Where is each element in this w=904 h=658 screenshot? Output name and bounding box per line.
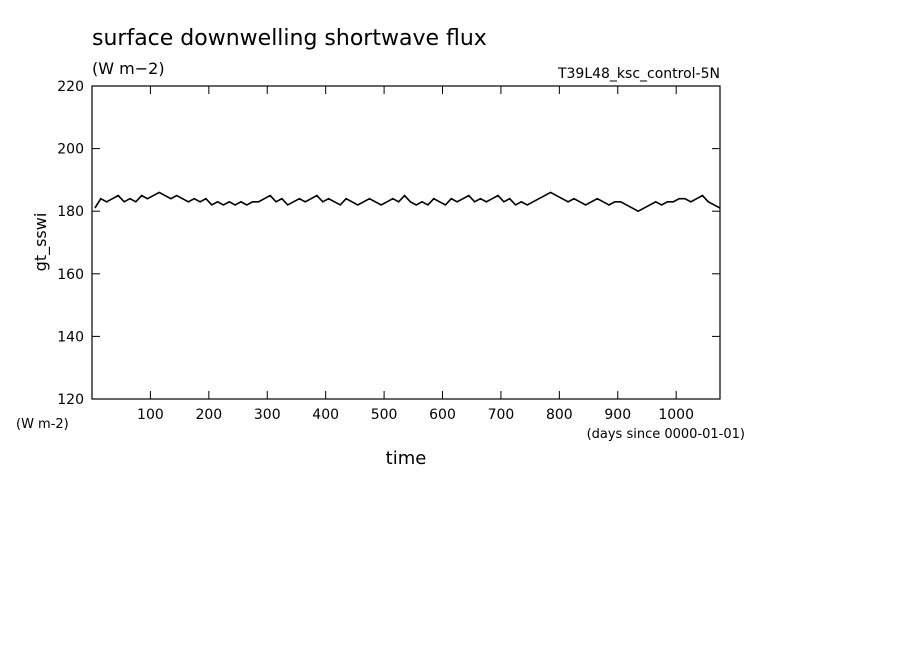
- x-tick-label: 1000: [658, 407, 694, 423]
- x-axis-label: time: [386, 448, 427, 469]
- data-line: [94, 191, 721, 213]
- run-label: T39L48_ksc_control-5N: [557, 66, 720, 82]
- x-tick-label: 100: [137, 407, 164, 423]
- x-tick-label: 200: [195, 407, 222, 423]
- plot-frame: [91, 85, 721, 400]
- y-tick-label: 200: [57, 142, 84, 158]
- y-tick-label: 120: [57, 392, 84, 408]
- x-tick-label: 500: [371, 407, 398, 423]
- y-tick-label: 140: [57, 329, 84, 345]
- x-tick-label: 800: [546, 407, 573, 423]
- chart-title: surface downwelling shortwave flux: [92, 26, 487, 51]
- y-tick-label: 160: [57, 267, 84, 283]
- x-tick-label: 300: [254, 407, 281, 423]
- y-axis-label: gt_sswi: [31, 213, 51, 272]
- x-tick-label: 900: [604, 407, 631, 423]
- x-tick-label: 600: [429, 407, 456, 423]
- y-unit: (W m-2): [16, 417, 69, 432]
- x-tick-label: 700: [488, 407, 515, 423]
- y-tick-label: 180: [57, 204, 84, 220]
- x-unit: (days since 0000-01-01): [587, 427, 745, 442]
- subtitle: (W m−2): [92, 59, 165, 78]
- x-tick-label: 400: [312, 407, 339, 423]
- y-tick-label: 220: [57, 79, 84, 95]
